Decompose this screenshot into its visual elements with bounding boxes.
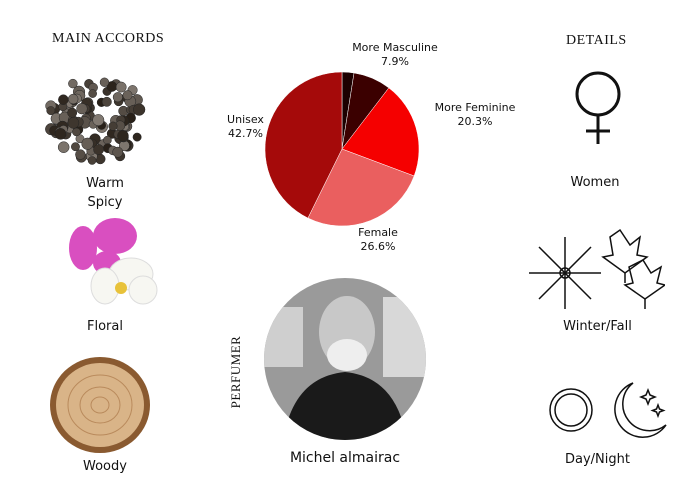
slice-value: 26.6% [360, 240, 396, 253]
pie-label-more-feminine: More Feminine 20.3% [410, 101, 540, 129]
slice-name: More Masculine [352, 41, 438, 54]
orchid-image [69, 218, 158, 305]
female-symbol-icon [575, 71, 621, 144]
peppercorn [132, 132, 142, 142]
pie-label-unisex: Unisex 42.7% [218, 113, 273, 141]
details-title: DETAILS [566, 33, 627, 48]
slice-value: 42.7% [228, 127, 263, 140]
peppercorn [92, 114, 105, 126]
accord-warm-spicy: Warm Spicy [60, 174, 150, 212]
peppercorn [67, 117, 80, 129]
peppercorn [133, 103, 146, 116]
peppercorn [68, 78, 78, 89]
slice-name: Female [358, 226, 398, 239]
peppercorn [117, 130, 129, 142]
detail-women: Women [570, 175, 620, 190]
peppercorn [93, 144, 105, 155]
peppercorn [68, 93, 79, 105]
snowflake-leaves-icon [529, 228, 665, 309]
gender-pie-chart [264, 71, 420, 227]
slice-name: Unisex [227, 113, 264, 126]
accord-floral: Floral [87, 319, 123, 334]
peppercorn [72, 127, 81, 137]
peppercorn [122, 90, 133, 101]
peppercorn [112, 146, 124, 158]
accord-label: Spicy [87, 195, 123, 210]
slice-value: 7.9% [381, 55, 409, 68]
peppercorn [76, 103, 88, 115]
peppercorn [115, 81, 127, 93]
accord-woody: Woody [83, 459, 127, 474]
pie-label-female: Female 26.6% [338, 226, 418, 254]
peppercorn [71, 142, 80, 152]
detail-day-night: Day/Night [565, 452, 630, 467]
peppercorn [46, 106, 56, 116]
peppercorn [54, 128, 67, 140]
perfumer-photo [264, 278, 426, 440]
peppercorn [99, 77, 110, 87]
peppercorn [87, 156, 97, 165]
slice-value: 20.3% [457, 115, 493, 128]
pie-slice-unisex [264, 71, 343, 219]
peppercorn [57, 141, 70, 153]
detail-winter-fall: Winter/Fall [563, 319, 632, 334]
perfumer-name: Michel almairac [289, 450, 401, 466]
peppercorn [88, 89, 97, 98]
perfumer-title: PERFUMER [228, 335, 243, 409]
peppercorn [101, 96, 112, 107]
main-accords-title: MAIN ACCORDS [52, 31, 165, 46]
pie-slice-more-feminine [341, 87, 420, 177]
peppercorn [112, 92, 123, 103]
pie-label-more-masculine: More Masculine 7.9% [320, 41, 470, 69]
sun-moon-icon [549, 382, 667, 438]
peppercorn-image [45, 77, 146, 165]
peppercorn [75, 149, 86, 160]
peppercorn [81, 137, 94, 150]
wood-slice-image [50, 357, 150, 453]
accord-label: Warm [86, 176, 124, 191]
slice-name: More Feminine [434, 101, 516, 114]
peppercorn [108, 121, 118, 131]
pie-slice-female [307, 148, 415, 227]
